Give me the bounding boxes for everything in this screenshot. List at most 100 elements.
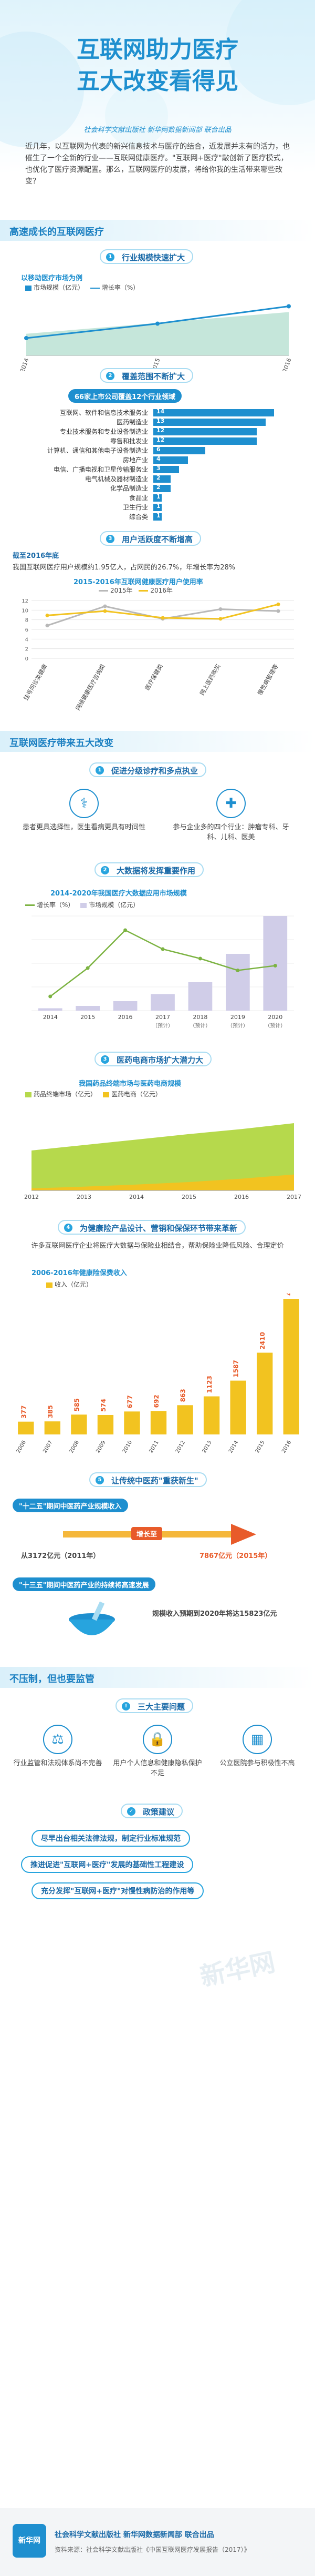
- chart-bigdata-market: 2014 2015 2016 2017（预计）2018（预计）2019（预计）2020…: [32, 915, 294, 1029]
- ranking-row: 专业技术服务和专业设备制造业 12: [9, 427, 306, 436]
- section-heading-changes: 互联网医疗带来五大改变: [0, 731, 315, 752]
- number-icon: 2: [101, 866, 109, 874]
- ranking-bar: [153, 504, 162, 511]
- subheading-change5: 5 让传统中医药"重获新生": [89, 1472, 207, 1487]
- chart-user-usage: 0 2 4 6 8 10 12 挂号问诊类健康 网络健康医疗咨询类 医疗保健类 网上医药购买 慢性病管…: [22, 598, 294, 711]
- tick-label-x: 2016: [281, 357, 293, 371]
- tick-label-x: 2013: [201, 1440, 213, 1454]
- footer: 新华网 社会科学文献出版社 新华网数据新闻部 联合出品 资料来源：社会科学文献出…: [0, 2508, 315, 2576]
- point-growth-rate: [123, 928, 128, 932]
- byline: 社会科学文献出版社 新华网数据新闻部 联合出品: [83, 126, 232, 134]
- tick-label-x: 2008: [69, 1440, 80, 1454]
- point-series-0: [218, 607, 223, 611]
- subheading-scale: 1 行业规模快速扩大: [100, 249, 194, 264]
- tick-label-y: 10: [22, 608, 28, 614]
- bar-market-size: [188, 982, 213, 1011]
- ranking-value: 3: [156, 465, 161, 472]
- tcm-13th-banner: "十三五"期间中医药产业的持续将高速发展: [13, 1577, 155, 1591]
- ranking-value: 6: [156, 446, 161, 453]
- number-icon: 1: [106, 253, 114, 261]
- ranking-value: 12: [156, 427, 165, 434]
- tick-label-x: 2015: [182, 1194, 196, 1200]
- brand-watermark: 新华网: [197, 1947, 278, 1992]
- section-heading-regulation: 不压制，但也要监管: [0, 1667, 315, 1688]
- ranking-row: 食品业 1: [9, 493, 306, 503]
- tick-label-x: 2017: [287, 1194, 301, 1200]
- chart-mobile-market: 2014 2015 2016: [19, 304, 293, 371]
- hero-header: 互联网助力医疗 五大改变看得见 社会科学文献出版社 新华网数据新闻部 联合出品: [0, 0, 315, 174]
- point-growth-rate: [198, 956, 202, 961]
- legend-bigdata: 增长率（%） 市场规模（亿元）: [21, 900, 139, 909]
- ranking-row: 卫生行业 1: [9, 503, 306, 512]
- ranking-value: 2: [156, 484, 161, 491]
- area-series-size: [26, 312, 289, 355]
- subheading-change2: 2 大数据将发挥重要作用: [94, 862, 204, 877]
- subheading-change4: 4 为健康险产品设计、营销和保保环节带来革新: [58, 1220, 246, 1235]
- ranking-bar: [153, 485, 171, 492]
- tick-label-x: 网上医药购买: [198, 663, 222, 697]
- growth-badge: 增长至: [131, 1527, 163, 1540]
- legend-swatch-2016: [139, 590, 149, 592]
- tcm-mortar-icon: [63, 1598, 121, 1641]
- tick-label-x: 2018: [193, 1014, 207, 1021]
- gavel-icon: ⚖: [43, 1725, 72, 1754]
- footer-source: 资料来源：社会科学文献出版社《中国互联网医疗发展报告（2017）》: [55, 2546, 250, 2553]
- point-growth-rate: [236, 969, 240, 972]
- data-label: 2410: [259, 1332, 266, 1349]
- tick-note: （预计）: [190, 1022, 211, 1029]
- point-growth-rate: [161, 947, 165, 951]
- coverage-banner: 66家上市公司覆盖12个行业领域: [68, 389, 182, 403]
- data-label: 574: [100, 1399, 107, 1412]
- problem-card-3: ▦ 公立医院参与积极性不高: [210, 1725, 304, 1768]
- ranking-label: 专业技术服务和专业设备制造业: [59, 428, 148, 435]
- tick-label-x: 2014: [129, 1194, 144, 1200]
- point-series-1: [161, 616, 165, 620]
- chart-title-pharma: 我国药品终端市场与医药电商规模: [79, 1080, 182, 1088]
- card-patient-choice: ⚕ 患者更具选择性，医生看病更具有时间性: [21, 789, 147, 832]
- legend-pharma: 药品终端市场（亿元） 医药电商（亿元）: [21, 1090, 162, 1098]
- subheading-advice: ✓ 政策建议: [121, 1804, 183, 1818]
- footer-logo: 新华网: [13, 2524, 46, 2558]
- tick-label-x: 2007: [42, 1440, 54, 1454]
- legend-swatch-income: [46, 1282, 52, 1288]
- point-series-0: [45, 624, 49, 628]
- ranking-label: 综合类: [129, 513, 148, 521]
- tick-note: （预计）: [152, 1022, 173, 1029]
- hospital-icon: ✚: [216, 789, 246, 818]
- ranking-value: 12: [156, 436, 165, 443]
- tick-label-x: 2020: [268, 1014, 282, 1021]
- ranking-label: 房地产业: [122, 456, 148, 464]
- chart-title-bigdata: 2014-2020年我国医疗大数据应用市场规模: [50, 890, 187, 898]
- subheading-change1: 1 促进分级诊疗和多点执业: [89, 762, 207, 777]
- ranking-row: 电气机械及器材制造业 2: [9, 474, 306, 484]
- tick-label-x: 2016: [234, 1194, 249, 1200]
- ranking-row: 综合类 1: [9, 512, 306, 522]
- ranking-label: 电信、广播电视和卫星传输服务业: [53, 466, 148, 473]
- bar-insurance-income: [203, 1396, 220, 1434]
- ranking-bar: [153, 456, 188, 464]
- ranking-bar: [153, 447, 205, 454]
- point-growth: [24, 336, 28, 340]
- subheading-users: 3 用户活跃度不断增高: [100, 531, 202, 546]
- bar-insurance-income: [230, 1380, 246, 1434]
- tick-label-x: 2010: [122, 1440, 133, 1454]
- tick-label-x: 2017: [155, 1014, 170, 1021]
- tick-label-y: 6: [25, 627, 28, 633]
- data-label: 377: [20, 1406, 27, 1419]
- tick-label-y: 8: [25, 618, 28, 624]
- tick-label-x: 2009: [95, 1440, 107, 1454]
- legend-users: 2015年 2016年: [94, 586, 173, 595]
- tick-label-x: 2014: [228, 1440, 239, 1454]
- bar-insurance-income: [44, 1421, 60, 1434]
- tick-note: （预计）: [265, 1022, 286, 1029]
- number-icon: !: [122, 1702, 130, 1710]
- tick-label-x: 2012: [24, 1194, 39, 1200]
- legend-insurance: 收入（亿元）: [42, 1280, 92, 1289]
- point-growth-rate: [273, 964, 277, 968]
- tcm-2020: 规模收入预期到2020年将达15823亿元: [152, 1610, 277, 1618]
- tick-label-y: 12: [22, 598, 28, 604]
- bar-insurance-income: [257, 1352, 273, 1434]
- point-series-0: [276, 609, 280, 613]
- footer-credit: 社会科学文献出版社 新华网数据新闻部 联合出品: [55, 2531, 214, 2539]
- number-icon: 5: [96, 1476, 104, 1484]
